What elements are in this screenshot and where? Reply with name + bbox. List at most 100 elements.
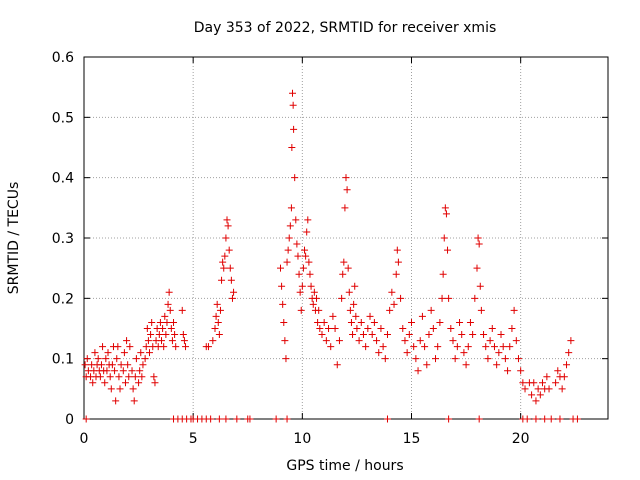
y-tick-label: 0.2 (52, 291, 74, 307)
data-point (299, 264, 307, 272)
data-point (143, 325, 151, 332)
data-point (102, 355, 110, 363)
data-point (318, 331, 326, 339)
data-point (281, 337, 289, 345)
tick-labels: 0 0.1 0.2 0.3 0.4 0.5 0.6 0 5 10 15 20 (52, 50, 530, 447)
data-point (285, 234, 293, 242)
data-point (445, 294, 453, 302)
data-point (458, 331, 466, 339)
data-point (506, 343, 514, 351)
data-point (146, 349, 153, 357)
x-axis-label: GPS time / hours (286, 458, 403, 474)
data-point (216, 306, 224, 314)
data-point (209, 337, 217, 345)
data-point (390, 300, 398, 308)
data-point (166, 306, 174, 314)
data-point (475, 415, 483, 423)
data-point (375, 349, 383, 357)
data-point (151, 379, 159, 387)
data-point (445, 415, 453, 423)
data-point (439, 270, 447, 278)
data-point (528, 391, 536, 399)
data-point (453, 343, 461, 351)
data-point (307, 282, 315, 290)
data-point (227, 276, 235, 284)
data-point (521, 385, 529, 393)
y-tick-label: 0.4 (52, 171, 74, 187)
data-point (567, 337, 575, 345)
data-point (383, 331, 391, 339)
data-point (556, 415, 564, 423)
data-point (159, 325, 167, 332)
data-point (436, 318, 444, 326)
data-point (113, 355, 121, 363)
data-point (456, 318, 464, 326)
data-point (421, 343, 429, 351)
data-point (148, 318, 156, 326)
data-point (171, 331, 179, 339)
data-point (220, 264, 228, 272)
data-point (213, 300, 221, 308)
data-point (482, 343, 490, 351)
data-point (539, 379, 546, 387)
data-point (530, 379, 538, 387)
data-point (486, 337, 494, 345)
data-point (373, 337, 381, 345)
data-point (471, 294, 479, 302)
data-point (523, 415, 531, 423)
data-point (432, 355, 440, 363)
data-point (357, 318, 365, 326)
data-point (541, 415, 549, 423)
data-point (301, 246, 309, 254)
data-point (519, 379, 527, 387)
y-tick-label: 0.1 (52, 352, 74, 368)
data-point (289, 101, 297, 109)
data-point (136, 367, 144, 375)
data-point (214, 318, 222, 326)
data-points (81, 89, 581, 423)
data-point (335, 337, 343, 345)
data-point (397, 294, 405, 302)
data-point (106, 373, 114, 381)
data-point (416, 337, 424, 345)
data-point (552, 379, 560, 387)
y-tick-label: 0.5 (52, 110, 74, 126)
data-point (517, 367, 525, 375)
data-point (447, 325, 455, 332)
data-point (534, 385, 542, 393)
data-point (475, 240, 483, 248)
data-point (423, 361, 431, 369)
data-point (97, 361, 105, 369)
data-point (532, 415, 540, 423)
data-point (142, 343, 150, 351)
data-point (233, 415, 241, 423)
data-point (543, 373, 551, 381)
data-point (438, 294, 446, 302)
data-point (222, 415, 230, 423)
data-point (322, 337, 330, 345)
data-point (117, 361, 125, 369)
data-point (224, 222, 232, 230)
data-point (215, 415, 223, 423)
data-point (144, 337, 152, 345)
data-point (99, 343, 107, 351)
data-point (212, 312, 220, 320)
data-point (82, 415, 90, 423)
data-point (161, 312, 169, 320)
data-point (286, 222, 294, 230)
data-point (158, 337, 166, 345)
data-point (383, 415, 391, 423)
data-point (329, 312, 337, 320)
data-point (379, 343, 387, 351)
data-point (170, 318, 178, 326)
data-point (477, 306, 485, 314)
data-point (313, 294, 321, 302)
data-point (204, 343, 212, 351)
data-point (246, 415, 254, 423)
data-point (207, 415, 215, 423)
data-point (355, 337, 363, 345)
data-point (306, 270, 314, 278)
data-point (495, 349, 503, 357)
data-point (377, 325, 385, 332)
